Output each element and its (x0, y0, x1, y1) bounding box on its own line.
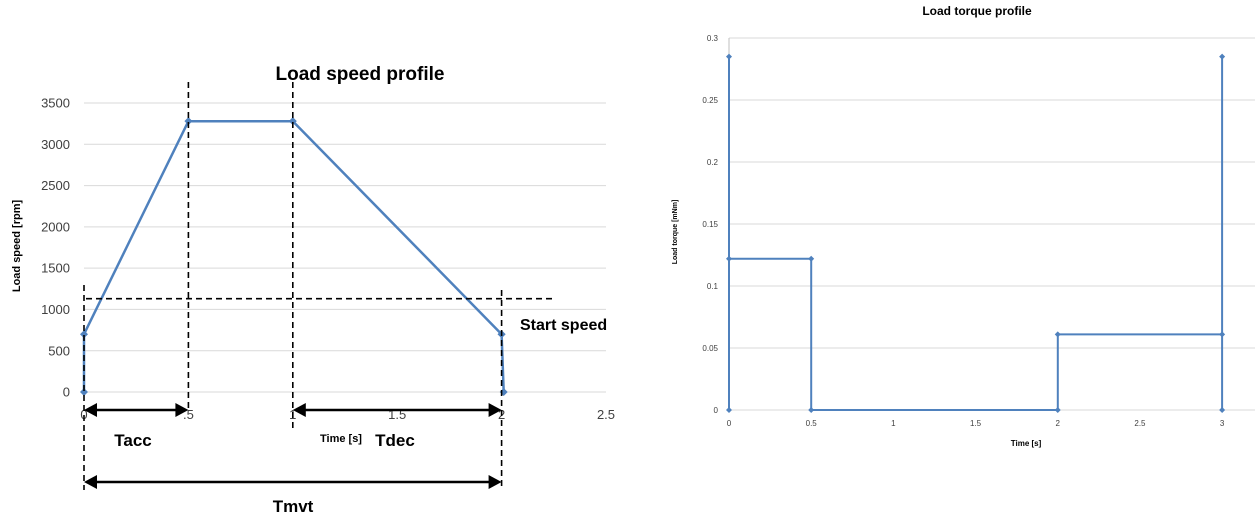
right-series (726, 53, 1226, 413)
arrow-head (292, 403, 306, 417)
tacc-arrow (84, 403, 189, 417)
data-point (726, 407, 732, 413)
y-tick-label: 0.2 (707, 158, 719, 167)
y-tick-label: 2500 (41, 178, 70, 193)
y-tick-label: 500 (48, 343, 70, 358)
tdec-label: Tdec (375, 431, 415, 450)
y-tick-label: 0.05 (702, 344, 718, 353)
right-y-tick-labels: 0 0.05 0.1 0.15 0.2 0.25 0.3 (702, 34, 718, 415)
tacc-label: Tacc (114, 431, 152, 450)
x-tick-label: 1.5 (970, 419, 982, 428)
data-point (1219, 331, 1226, 338)
arrow-head (84, 403, 97, 417)
right-x-axis-label: Time [s] (1011, 439, 1042, 448)
left-series (80, 117, 508, 396)
x-tick-label: 2.5 (597, 407, 615, 422)
y-tick-label: 1500 (41, 261, 70, 276)
left-y-axis-label: Load speed [rpm] (11, 200, 23, 293)
x-tick-label: .5 (183, 407, 194, 422)
left-x-axis-label: Time [s] (320, 433, 362, 445)
x-tick-label: 2.5 (1134, 419, 1146, 428)
tmvt-arrow (84, 475, 502, 489)
x-tick-label: 0 (80, 407, 87, 422)
x-tick-label: 2 (1056, 419, 1061, 428)
arrow-head (175, 403, 189, 417)
data-point (726, 53, 732, 60)
data-point (1054, 407, 1061, 413)
y-tick-label: 1000 (41, 302, 70, 317)
load-torque-chart: 0 0.05 0.1 0.15 0.2 0.25 0.3 0 0.5 1 1.5 2 2.5 3 Loa… (672, 4, 1255, 448)
data-point (1219, 53, 1226, 60)
right-y-axis-label: Load torque [mNm] (672, 200, 679, 265)
data-point (808, 407, 815, 413)
y-tick-label: 2000 (41, 219, 70, 234)
y-tick-label: 0.1 (707, 282, 719, 291)
y-tick-label: 3500 (41, 96, 70, 111)
tmvt-label: Tmvt (273, 497, 314, 516)
y-tick-label: 0 (63, 385, 70, 400)
arrow-head (84, 475, 97, 489)
left-annotations (83, 82, 556, 490)
right-chart-title: Load torque profile (922, 4, 1032, 18)
left-chart-title: Load speed profile (276, 64, 445, 85)
x-tick-label: 0 (727, 419, 732, 428)
data-point (184, 117, 193, 126)
right-x-tick-labels: 0 0.5 1 1.5 2 2.5 3 (727, 419, 1225, 428)
x-tick-label: 3 (1220, 419, 1225, 428)
y-tick-label: 3000 (41, 137, 70, 152)
arrow-head (488, 475, 502, 489)
data-point (808, 255, 815, 262)
y-tick-label: 0.15 (702, 220, 718, 229)
data-point (80, 330, 88, 339)
data-point (1054, 331, 1061, 338)
series-line (728, 56, 1224, 411)
x-tick-label: 1 (891, 419, 896, 428)
tdec-arrow (292, 403, 502, 417)
y-tick-label: 0.25 (702, 96, 718, 105)
y-tick-label: 0.3 (707, 34, 719, 43)
data-point (726, 255, 732, 262)
series-line (82, 119, 505, 393)
right-gridlines (728, 37, 1255, 411)
start-speed-label: Start speed (520, 317, 607, 334)
left-y-tick-labels: 0 500 1000 1500 2000 2500 3000 3500 (41, 96, 70, 400)
data-point (80, 388, 88, 396)
x-tick-label: 0.5 (806, 419, 818, 428)
data-point (1219, 407, 1226, 413)
data-point (288, 117, 297, 126)
left-gridlines (84, 102, 606, 393)
y-tick-label: 0 (714, 406, 719, 415)
arrow-head (488, 403, 502, 417)
